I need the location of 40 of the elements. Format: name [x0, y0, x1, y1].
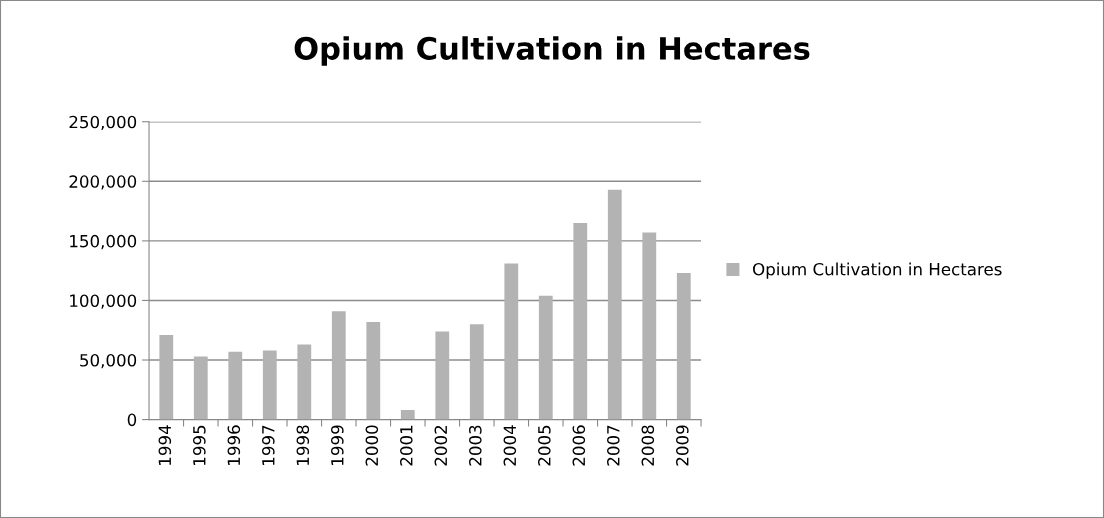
chart-title: Opium Cultivation in Hectares — [294, 36, 810, 66]
bar — [331, 311, 346, 420]
x-tick-label: 1997 — [262, 425, 275, 465]
y-tick-label: 150,000 — [70, 234, 137, 250]
bar — [573, 223, 588, 420]
bar — [538, 295, 553, 420]
x-tick-label: 2008 — [641, 425, 655, 466]
bar — [366, 321, 381, 420]
legend-label: Opium Cultivation in Hectares — [753, 262, 1002, 279]
bar — [504, 263, 519, 420]
bar — [262, 350, 277, 420]
x-tick-label: 1995 — [193, 425, 206, 465]
x-tick-label: 1999 — [331, 425, 344, 465]
x-tick-label: 2000 — [365, 425, 379, 466]
y-tick-label: 50,000 — [80, 353, 137, 369]
x-tick-label: 2009 — [676, 425, 689, 466]
bar — [469, 324, 484, 420]
y-tick-label: 100,000 — [70, 294, 137, 309]
bar — [159, 334, 174, 420]
bar — [435, 331, 450, 420]
x-tick-label: 2006 — [572, 425, 586, 466]
bar — [228, 351, 243, 420]
y-tick-label: 0 — [127, 413, 137, 427]
bar — [642, 232, 657, 420]
x-tick-label: 2005 — [538, 425, 551, 466]
y-tick-label: 200,000 — [69, 175, 137, 190]
x-tick-label: 2001 — [400, 425, 413, 466]
x-tick-label: 1996 — [227, 425, 241, 465]
x-tick-label: 2004 — [503, 425, 517, 466]
bar — [676, 273, 691, 420]
bar — [607, 189, 622, 420]
x-tick-label: 2007 — [607, 425, 620, 466]
x-tick-label: 2003 — [469, 425, 482, 466]
x-tick-label: 1998 — [296, 425, 310, 465]
bar — [297, 344, 312, 420]
y-tick-label: 250,000 — [69, 115, 137, 130]
x-tick-label: 2002 — [434, 425, 448, 466]
bar — [193, 356, 208, 420]
bar — [400, 410, 415, 420]
x-tick-label: 1994 — [158, 425, 172, 465]
